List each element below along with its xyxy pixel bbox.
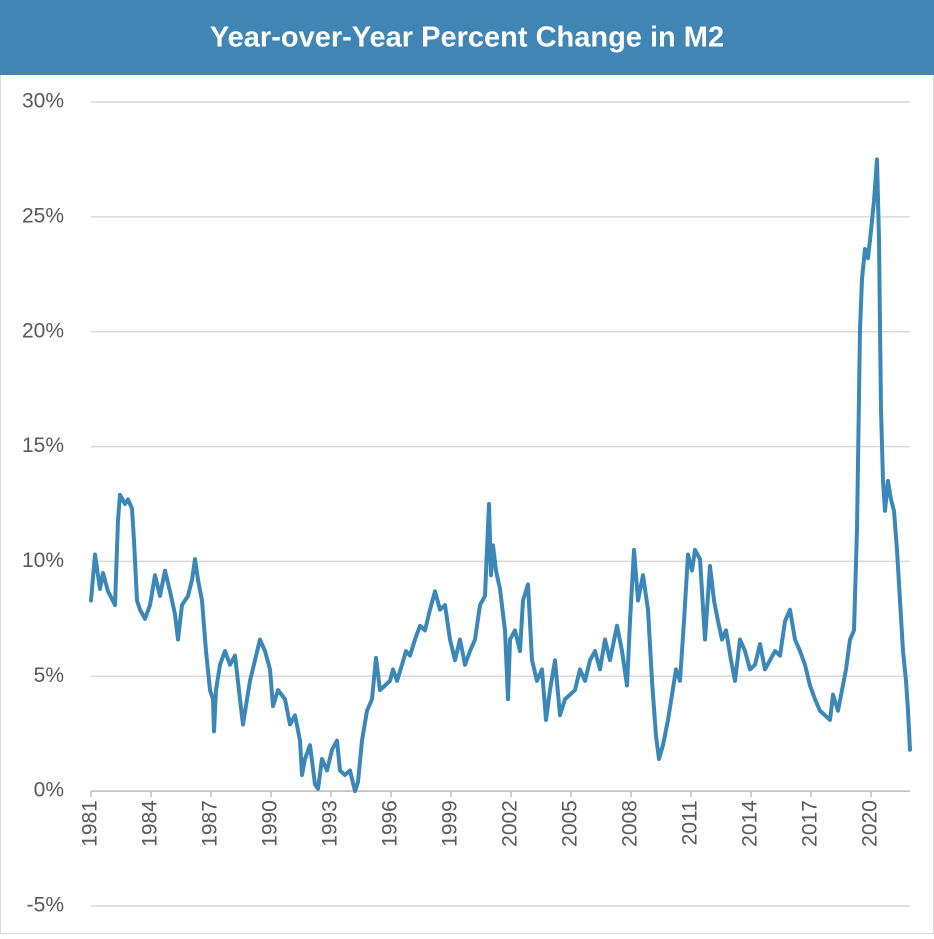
y-tick-label: 5% bbox=[34, 664, 64, 687]
x-tick-label: 2008 bbox=[619, 800, 642, 847]
x-tick-label: 1993 bbox=[319, 800, 342, 847]
title-bar bbox=[0, 0, 934, 75]
x-tick-label: 1999 bbox=[439, 800, 462, 847]
y-tick-label: 30% bbox=[22, 90, 64, 113]
x-tick-label: 2002 bbox=[499, 800, 522, 847]
y-tick-label: 10% bbox=[22, 549, 64, 572]
y-tick-label: 25% bbox=[22, 204, 64, 227]
x-tick-label: 2020 bbox=[859, 800, 882, 847]
y-tick-label: 15% bbox=[22, 434, 64, 457]
x-tick-label: 2011 bbox=[679, 800, 702, 845]
y-tick-label: 0% bbox=[34, 779, 64, 802]
x-tick-label: 1984 bbox=[139, 800, 162, 847]
x-tick-label: 1996 bbox=[379, 800, 402, 847]
x-tick-label: 2005 bbox=[559, 800, 582, 847]
data-line bbox=[89, 157, 912, 794]
y-tick-label: 20% bbox=[22, 319, 64, 342]
x-tick-label: 2014 bbox=[739, 800, 762, 847]
y-tick-label: -5% bbox=[27, 894, 64, 917]
chart-title: Year-over-Year Percent Change in M2 bbox=[210, 22, 724, 54]
x-tick-label: 1990 bbox=[259, 800, 282, 847]
x-tick-label: 2017 bbox=[799, 800, 822, 847]
x-tick-label: 1987 bbox=[199, 800, 222, 847]
x-tick-label: 1981 bbox=[79, 800, 102, 847]
